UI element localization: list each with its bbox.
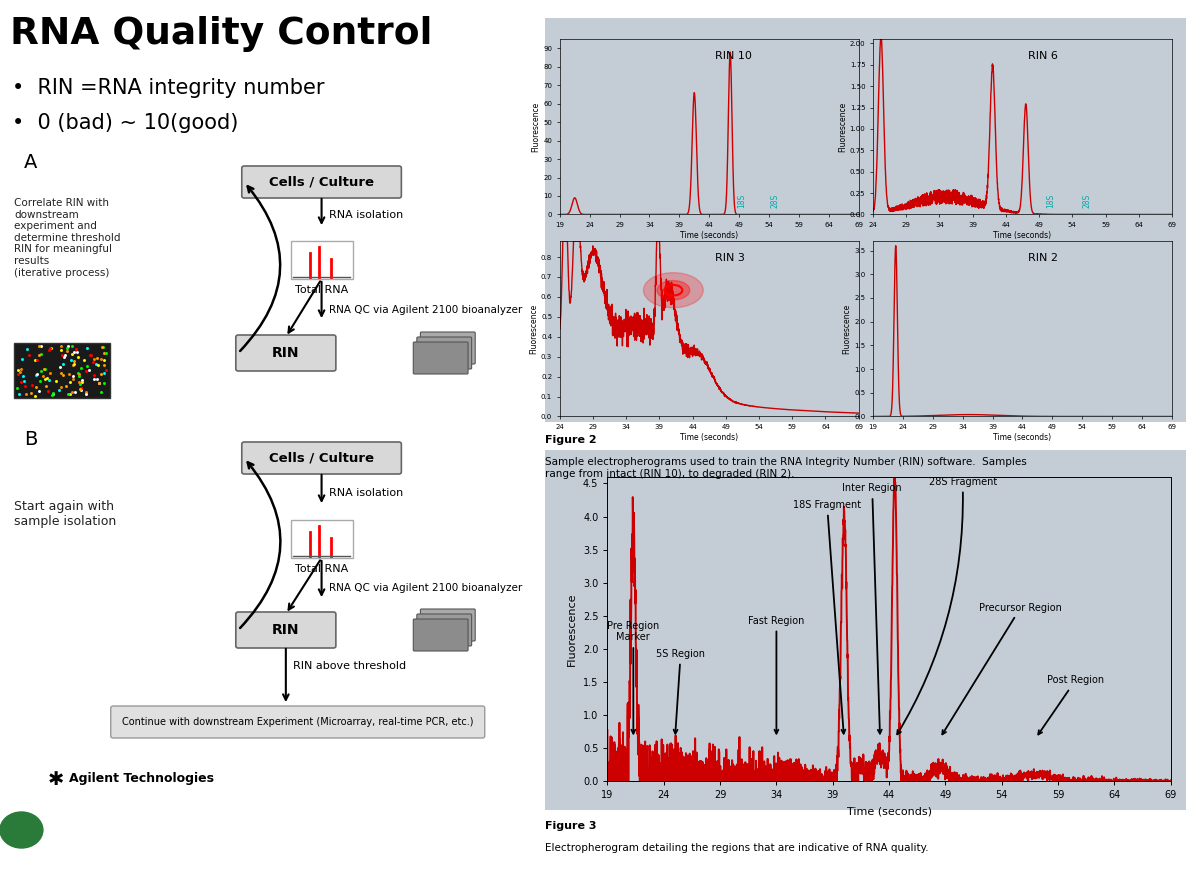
Y-axis label: Fluorescence: Fluorescence [837,101,847,152]
Text: RNA QC via Agilent 2100 bioanalyzer: RNA QC via Agilent 2100 bioanalyzer [329,583,522,593]
Text: Figure 3: Figure 3 [545,821,597,830]
Text: 18S: 18S [737,194,747,208]
FancyBboxPatch shape [417,337,472,369]
Text: Continue with downstream Experiment (Microarray, real-time PCR, etc.): Continue with downstream Experiment (Mic… [121,717,474,727]
FancyBboxPatch shape [236,335,336,371]
Text: Pre Region
Marker: Pre Region Marker [607,621,660,733]
Text: RIN: RIN [272,346,300,360]
FancyBboxPatch shape [413,619,468,651]
Y-axis label: Fluorescence: Fluorescence [531,101,541,152]
Text: 18S Fragment: 18S Fragment [793,500,861,733]
FancyBboxPatch shape [420,332,475,364]
Text: Inter Region: Inter Region [842,483,902,733]
X-axis label: Time (seconds): Time (seconds) [680,231,738,240]
Text: Figure 2: Figure 2 [545,435,597,445]
Text: RNA isolation: RNA isolation [329,210,403,220]
Text: 28S: 28S [1083,194,1091,208]
Text: RIN 10: RIN 10 [716,52,752,61]
Text: RNA isolation: RNA isolation [329,488,403,498]
FancyBboxPatch shape [242,166,401,198]
FancyBboxPatch shape [540,13,1191,426]
Circle shape [657,281,690,300]
FancyBboxPatch shape [14,343,110,398]
Text: RIN 6: RIN 6 [1029,52,1059,61]
Text: RIN: RIN [272,623,300,637]
Text: Cells / Culture: Cells / Culture [269,451,374,464]
Text: Agilent Technologies: Agilent Technologies [69,772,214,785]
Text: Total RNA: Total RNA [295,564,348,574]
FancyBboxPatch shape [540,447,1191,813]
Y-axis label: Fluorescence: Fluorescence [529,304,538,354]
Text: Cells / Culture: Cells / Culture [269,176,374,188]
FancyBboxPatch shape [420,609,475,641]
Text: ✱: ✱ [48,770,64,789]
Circle shape [643,273,703,308]
X-axis label: Time (seconds): Time (seconds) [847,806,931,816]
Text: Fast Region: Fast Region [748,616,805,733]
Text: RIN 2: RIN 2 [1029,253,1059,264]
Text: Precursor Region: Precursor Region [942,603,1062,734]
FancyBboxPatch shape [417,614,472,646]
FancyBboxPatch shape [413,342,468,374]
Text: 28S: 28S [771,194,780,208]
Text: A: A [24,153,37,172]
FancyBboxPatch shape [291,520,353,558]
Y-axis label: Fluorescence: Fluorescence [842,304,852,354]
Text: •  RIN =RNA integrity number: • RIN =RNA integrity number [12,78,324,98]
Text: Electropherogram detailing the regions that are indicative of RNA quality.: Electropherogram detailing the regions t… [545,843,929,852]
Text: 18S: 18S [1047,194,1055,208]
Text: Sample electropherograms used to train the RNA Integrity Number (RIN) software. : Sample electropherograms used to train t… [545,457,1027,479]
Y-axis label: Fluorescence: Fluorescence [567,592,578,666]
X-axis label: Time (seconds): Time (seconds) [993,231,1052,240]
FancyBboxPatch shape [242,442,401,474]
Text: Correlate RIN with
downstream
experiment and
determine threshold
RIN for meaning: Correlate RIN with downstream experiment… [14,198,120,278]
FancyBboxPatch shape [291,241,353,279]
Circle shape [0,812,43,848]
Text: 28S Fragment: 28S Fragment [897,477,997,734]
Text: RNA Quality Control: RNA Quality Control [10,16,432,52]
Text: RIN 3: RIN 3 [716,253,746,264]
Text: B: B [24,430,37,449]
X-axis label: Time (seconds): Time (seconds) [993,432,1052,442]
Text: Start again with
sample isolation: Start again with sample isolation [14,500,117,528]
Text: RNA QC via Agilent 2100 bioanalyzer: RNA QC via Agilent 2100 bioanalyzer [329,305,522,315]
FancyBboxPatch shape [236,612,336,648]
Text: 5S Region: 5S Region [656,649,705,733]
FancyBboxPatch shape [111,706,485,738]
Text: Total RNA: Total RNA [295,285,348,295]
X-axis label: Time (seconds): Time (seconds) [680,432,738,442]
Text: RIN above threshold: RIN above threshold [293,661,406,671]
Text: Post Region: Post Region [1039,676,1104,734]
Text: •  0 (bad) ~ 10(good): • 0 (bad) ~ 10(good) [12,113,238,133]
